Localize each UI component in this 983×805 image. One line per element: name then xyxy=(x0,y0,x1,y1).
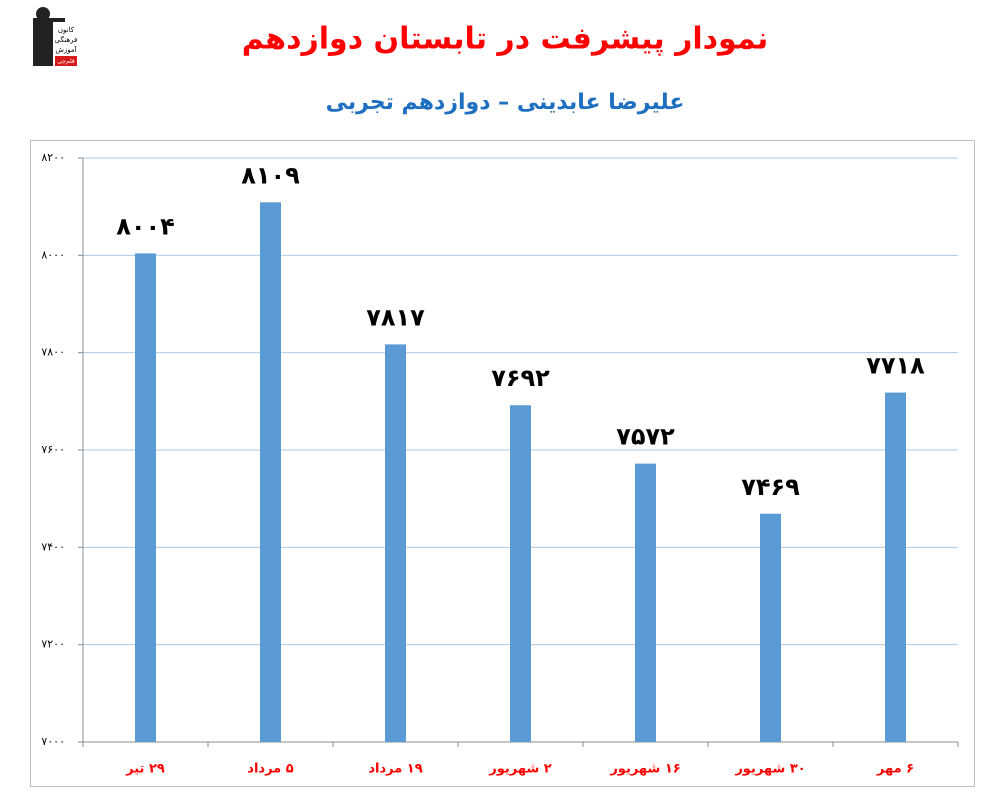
y-tick-label: ۷۰۰۰ xyxy=(41,735,65,748)
logo-text: قلم‌چی xyxy=(57,58,75,65)
data-label: ۷۵۷۲ xyxy=(616,423,675,451)
logo: کانون فرهنگی آموزش قلم‌چی xyxy=(33,7,78,66)
data-label: ۷۶۹۲ xyxy=(491,364,550,392)
bar xyxy=(260,202,281,742)
x-tick-label: ۳۰ شهریور xyxy=(734,762,805,777)
data-label: ۷۸۱۷ xyxy=(366,303,425,331)
chart-frame xyxy=(30,140,975,787)
y-tick-label: ۷۸۰۰ xyxy=(41,346,65,359)
logo-text: فرهنگی xyxy=(55,35,78,44)
bar xyxy=(385,344,406,742)
chart-title: نمودار پیشرفت در تابستان دوازدهم xyxy=(242,22,768,57)
y-tick-label: ۷۶۰۰ xyxy=(41,443,65,456)
bar xyxy=(510,405,531,742)
x-tick-label: ۲۹ تیر xyxy=(125,762,165,777)
x-tick-label: ۱۹ مرداد xyxy=(368,762,422,777)
y-tick-label: ۸۲۰۰ xyxy=(41,151,65,164)
bar xyxy=(760,513,781,742)
data-label: ۸۱۰۹ xyxy=(241,161,300,189)
chart-subtitle: علیرضا عابدینی – دوازدهم تجربی xyxy=(326,90,685,115)
logo-badge xyxy=(55,56,77,66)
logo-text: کانون xyxy=(58,26,75,34)
bar xyxy=(635,463,656,742)
x-tick-label: ۶ مهر xyxy=(876,762,914,777)
logo-text: آموزش xyxy=(55,45,77,54)
x-tick-label: ۱۶ شهریور xyxy=(609,762,680,777)
y-tick-label: ۷۴۰۰ xyxy=(41,540,65,553)
bar xyxy=(885,392,906,742)
logo-figure xyxy=(33,18,53,66)
logo-arm xyxy=(53,18,65,22)
data-label: ۸۰۰۴ xyxy=(116,212,175,240)
x-tick-label: ۲ شهریور xyxy=(488,762,552,777)
data-label: ۷۷۱۸ xyxy=(866,352,925,380)
x-tick-label: ۵ مرداد xyxy=(247,762,293,777)
data-label: ۷۴۶۹ xyxy=(741,473,800,501)
bar xyxy=(135,253,156,743)
y-tick-label: ۸۰۰۰ xyxy=(41,248,65,261)
y-tick-label: ۷۲۰۰ xyxy=(41,638,65,651)
logo-head xyxy=(36,7,50,21)
